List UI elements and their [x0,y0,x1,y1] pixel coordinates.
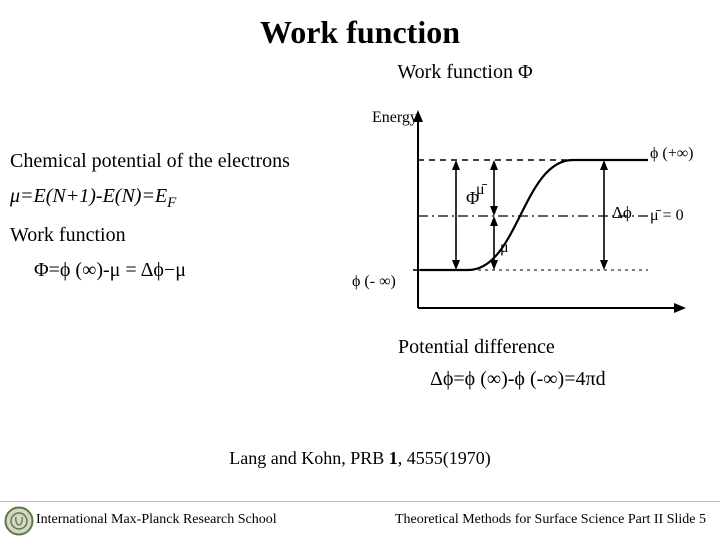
chem-potential-label: Chemical potential of the electrons [10,150,340,173]
work-function-label: Work function [10,224,340,247]
mu-zero-label: μ̄ = 0 [650,207,684,224]
chem-eq-subscript: F [167,195,176,211]
phi-plus-label: ϕ (+∞) [650,145,694,162]
chem-eq-body: μ=E(N+1)-E(N)=E [10,185,167,207]
chem-potential-equation: μ=E(N+1)-E(N)=EF [10,185,340,212]
phi-minus-label: ϕ (- ∞) [352,273,396,290]
phi-span-arrowhead-down-icon [452,260,460,270]
mubar-label: μ̄ [476,181,488,198]
y-axis-label: Energy [372,109,418,126]
energy-diagram: Energy ϕ (+∞) μ̄ = 0 ϕ (- ∞) Φ μ μ̄ Δϕ [348,98,704,328]
dphi-label: Δϕ [612,203,632,222]
mu-label: μ [500,239,509,256]
potential-difference-label: Potential difference [398,336,555,359]
mu-span-arrowhead-up-icon [490,216,498,226]
left-column: Chemical potential of the electrons μ=E(… [10,150,340,294]
footer-left-text: International Max-Planck Research School [36,512,277,528]
phi-span-arrowhead-up-icon [452,160,460,170]
citation: Lang and Kohn, PRB 1, 4555(1970) [0,448,720,469]
dphi-span-arrowhead-up-icon [600,160,608,170]
slide-title: Work function [0,0,720,51]
mubar-span-arrowhead-down-icon [490,206,498,216]
slide-subtitle: Work function Φ [210,61,720,84]
citation-text: Lang and Kohn, PRB 1, 4555(1970) [229,448,491,468]
mu-span-arrowhead-down-icon [490,260,498,270]
mpg-logo-icon [4,506,34,536]
x-axis-arrowhead-icon [674,303,686,313]
footer-right-text: Theoretical Methods for Surface Science … [395,512,706,528]
work-function-equation: Φ=ϕ (∞)-μ = Δϕ−μ [34,259,340,282]
mubar-span-arrowhead-up-icon [490,160,498,170]
dphi-span-arrowhead-down-icon [600,260,608,270]
potential-difference-equation: Δϕ=ϕ (∞)-ϕ (-∞)=4πd [430,368,606,391]
footer: International Max-Planck Research School… [0,498,720,540]
